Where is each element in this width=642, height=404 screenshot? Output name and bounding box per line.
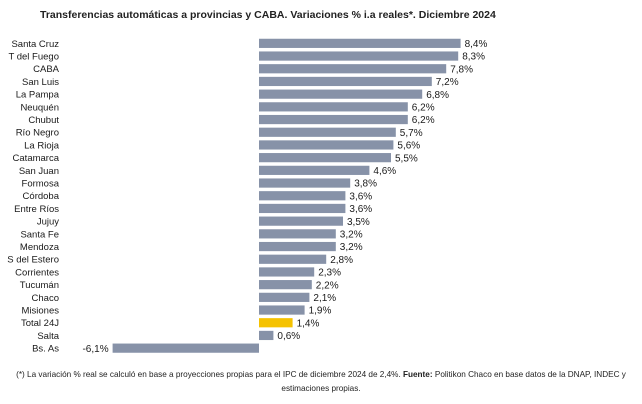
bar: [259, 114, 408, 125]
bar: [259, 165, 370, 175]
category-label: Chaco: [32, 293, 59, 304]
chart-title: Transferencias automáticas a provincias …: [40, 9, 496, 21]
data-label: 3,6%: [349, 204, 372, 215]
data-label: -6,1%: [82, 344, 108, 355]
category-label: Total 24J: [21, 318, 59, 329]
category-label: Entre Ríos: [14, 204, 59, 215]
data-label: 6,2%: [412, 115, 435, 126]
bar: [259, 267, 315, 277]
bar: [259, 140, 394, 150]
data-label: 1,9%: [309, 306, 332, 317]
data-label: 5,7%: [400, 128, 423, 139]
data-label: 7,2%: [436, 77, 459, 88]
footnote-source-text: Politikon Chaco en base datos de la DNAP…: [281, 370, 626, 393]
data-label: 0,6%: [277, 331, 300, 342]
bar: [259, 280, 312, 290]
bar: [259, 229, 336, 239]
category-label: CABA: [33, 64, 60, 75]
bar: [259, 203, 346, 214]
data-label: 2,8%: [330, 255, 353, 266]
bar: [259, 254, 327, 264]
bar: [259, 38, 461, 48]
bar: [259, 127, 396, 137]
bar: [259, 330, 274, 341]
data-label: 8,4%: [465, 39, 488, 50]
bar: [259, 216, 343, 226]
category-label: Misiones: [22, 305, 60, 316]
chart-footnote: (*) La variación % real se calculó en ba…: [0, 368, 642, 396]
bar: [259, 318, 293, 328]
data-label: 3,8%: [354, 179, 377, 190]
category-label: Bs. As: [32, 344, 59, 355]
bar: [259, 241, 336, 252]
data-label: 2,3%: [318, 268, 341, 279]
bar: [259, 305, 305, 315]
bar: [259, 178, 351, 188]
data-label: 3,6%: [349, 191, 372, 202]
data-label: 5,6%: [397, 141, 420, 152]
data-label: 3,2%: [340, 242, 363, 253]
bar: [259, 153, 391, 163]
data-label: 2,1%: [313, 293, 336, 304]
category-label: Salta: [37, 331, 59, 342]
footnote-source-label: Fuente:: [403, 370, 433, 379]
category-label: T del Fuego: [8, 51, 59, 62]
footnote-text: (*) La variación % real se calculó en ba…: [16, 370, 401, 379]
data-label: 7,8%: [450, 64, 473, 75]
category-label: Santa Cruz: [11, 39, 59, 50]
category-label: Santa Fe: [20, 229, 59, 240]
category-label: Jujuy: [37, 217, 59, 228]
data-label: 4,6%: [373, 166, 396, 177]
data-label: 8,3%: [462, 52, 485, 63]
category-label: Formosa: [22, 178, 60, 189]
data-label: 6,2%: [412, 102, 435, 113]
bar: [259, 102, 408, 112]
bar: [259, 292, 310, 302]
bar: [259, 76, 432, 87]
category-label: La Rioja: [24, 140, 60, 151]
category-label: S del Estero: [7, 255, 59, 266]
bar: [259, 89, 423, 99]
category-label: Mendoza: [20, 242, 60, 253]
category-label: Tucumán: [20, 280, 59, 291]
category-label: Corrientes: [15, 267, 59, 278]
bar: [259, 64, 447, 74]
data-label: 3,5%: [347, 217, 370, 228]
category-label: San Luis: [22, 77, 59, 88]
data-label: 5,5%: [395, 153, 418, 164]
data-label: 1,4%: [297, 318, 320, 329]
bar: [259, 51, 459, 61]
category-label: Río Negro: [16, 128, 59, 139]
bar: [259, 191, 346, 201]
category-label: Córdoba: [23, 191, 60, 202]
category-label: Chubut: [28, 115, 59, 126]
data-label: 3,2%: [340, 229, 363, 240]
category-label: Neuquén: [20, 102, 59, 113]
category-label: San Juan: [19, 166, 59, 177]
data-label: 2,2%: [316, 280, 339, 291]
data-label: 6,8%: [426, 90, 449, 101]
category-label: Catamarca: [13, 153, 60, 164]
category-label: La Pampa: [16, 90, 60, 101]
bar: [112, 343, 259, 353]
